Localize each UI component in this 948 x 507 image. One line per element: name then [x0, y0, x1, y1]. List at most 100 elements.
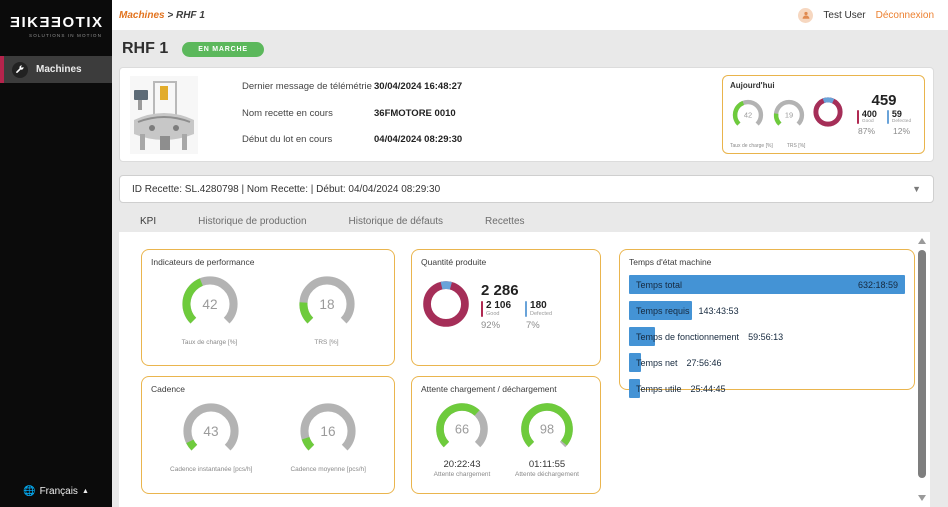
defected-count: 59: [891, 109, 902, 119]
gauge-label: Taux de charge [%]: [181, 338, 238, 346]
panel-quantite-produite: Quantité produite 2 286 2 106 Good: [411, 249, 601, 366]
kpi-tab-content: Indicateurs de performance 42 Taux de ch…: [119, 232, 930, 507]
sidebar-item-machines[interactable]: Machines: [0, 56, 112, 83]
gauge-cadence-moyenne: 16: [290, 400, 366, 460]
telemetry-label: Début du lot en cours: [242, 134, 333, 145]
defected-percent: 12%: [893, 126, 911, 137]
telemetry-card: Dernier message de télémétrie 30/04/2024…: [119, 67, 934, 162]
recipe-select[interactable]: ID Recette: SL.4280798 | Nom Recette: | …: [119, 175, 934, 203]
waiting-time: 01:11:55: [528, 458, 566, 470]
today-defected-stat: 59 Defected: [886, 109, 912, 125]
scroll-up-arrow-icon[interactable]: [918, 238, 926, 244]
quantity-donut-chart: [421, 279, 471, 334]
good-count: 400: [861, 109, 877, 119]
svg-text:42: 42: [744, 111, 752, 120]
gauge-taux-de-charge: 42: [179, 273, 241, 333]
main-area: Machines > RHF 1 Test User Déconnexion R…: [112, 0, 948, 507]
breadcrumb-current: RHF 1: [175, 9, 205, 21]
svg-text:19: 19: [785, 111, 793, 120]
status-badge: EN MARCHE: [182, 41, 264, 57]
brand-logo-text: ƎIKƎƎOTIX: [10, 14, 104, 31]
telemetry-label: Nom recette en cours: [242, 107, 333, 119]
breadcrumb: Machines > RHF 1: [119, 10, 205, 21]
defected-marker: [525, 300, 528, 318]
defected-label: Defected: [891, 119, 912, 125]
waiting-time: 20:22:43: [443, 458, 481, 470]
good-percent: 87%: [857, 126, 875, 137]
user-avatar-icon: [798, 7, 814, 23]
svg-text:18: 18: [319, 297, 334, 312]
telemetry-row: Dernier message de télémétrie 30/04/2024…: [242, 81, 462, 92]
good-percent: 92%: [481, 320, 501, 332]
gauge-attente-dechargement: 98: [515, 400, 579, 456]
defected-label: Defected: [530, 311, 553, 318]
today-gauge-taux-de-charge: 42: [730, 98, 766, 131]
gauge-cadence-instantanee: 43: [170, 400, 252, 460]
recipe-select-value: ID Recette: SL.4280798 | Nom Recette: | …: [132, 183, 441, 195]
quantity-good-stat: 2 106 Good: [481, 299, 512, 318]
telemetry-value: 04/04/2024 08:29:30: [374, 134, 463, 145]
today-gauge-trs: 19: [771, 98, 807, 131]
brand-tagline: SOLUTIONS IN MOTION: [29, 33, 102, 38]
panel-title: Indicateurs de performance: [151, 257, 255, 267]
good-count: 2 106: [486, 299, 512, 311]
panel-attente-chargement: Attente chargement / déchargement 66 20:…: [411, 376, 601, 494]
telemetry-value: 36FMOTORE 0010: [374, 107, 456, 119]
language-selector[interactable]: 🌐 Français ▲: [0, 486, 112, 497]
defected-count: 180: [530, 299, 547, 311]
sidebar-item-label: Machines: [36, 64, 82, 75]
quantity-total: 2 286: [481, 281, 519, 299]
breadcrumb-machines-link[interactable]: Machines: [119, 9, 165, 21]
tab-historique-production[interactable]: Historique de production: [198, 216, 307, 227]
gauge-trs: 18: [296, 273, 358, 333]
panel-title: Quantité produite: [421, 257, 487, 267]
svg-text:16: 16: [321, 424, 336, 439]
tab-historique-defauts[interactable]: Historique de défauts: [348, 216, 444, 227]
good-label: Good: [861, 119, 874, 125]
telemetry-label: Dernier message de télémétrie: [242, 81, 372, 92]
vertical-scrollbar[interactable]: [917, 236, 927, 503]
gauge-label: TRS [%]: [314, 338, 339, 346]
telemetry-value: 30/04/2024 16:48:27: [374, 81, 463, 92]
today-gauge-label: Taux de charge [%]: [730, 143, 773, 149]
today-summary-card: Aujourd'hui 42 19 459: [722, 75, 925, 154]
telemetry-row: Nom recette en cours 36FMOTORE 0010: [242, 108, 462, 119]
tab-recettes[interactable]: Recettes: [485, 216, 525, 227]
gauge-attente-chargement: 66: [433, 400, 491, 456]
sidebar: ƎIKƎƎOTIX SOLUTIONS IN MOTION Machines 🌐…: [0, 0, 112, 507]
caret-up-icon: ▲: [81, 488, 89, 495]
topbar: Machines > RHF 1 Test User Déconnexion: [112, 0, 948, 30]
today-title: Aujourd'hui: [730, 81, 775, 90]
defected-marker: [886, 110, 889, 125]
breadcrumb-separator: >: [167, 9, 174, 21]
time-bar-row: Temps utile 25:44:45: [629, 379, 905, 398]
today-gauge-label: TRS [%]: [786, 143, 806, 149]
quantity-defected-stat: 180 Defected: [525, 299, 553, 318]
wrench-icon: [12, 61, 28, 78]
time-bar-row: Temps requis 143:43:53: [629, 301, 905, 320]
machine-time-bar-chart: Temps total 632:18:59 Temps requis 143:43…: [629, 275, 905, 398]
panel-title: Attente chargement / déchargement: [421, 384, 557, 394]
chevron-down-icon: ▼: [912, 184, 921, 194]
user-name: Test User: [823, 9, 866, 21]
today-good-stat: 400 Good: [856, 109, 877, 125]
scrollbar-thumb[interactable]: [918, 250, 926, 478]
gauge-label: Cadence moyenne [pcs/h]: [290, 465, 366, 473]
svg-text:42: 42: [202, 297, 217, 312]
brand-logo: ƎIKƎƎOTIX SOLUTIONS IN MOTION: [0, 0, 112, 38]
time-bar-row: Temps net 27:56:46: [629, 353, 905, 372]
machine-photo: [130, 76, 198, 154]
page-title: RHF 1: [122, 40, 169, 57]
svg-text:66: 66: [455, 422, 469, 437]
defected-percent: 7%: [526, 320, 540, 332]
good-label: Good: [486, 311, 500, 318]
good-marker: [481, 300, 483, 318]
scroll-down-arrow-icon[interactable]: [918, 495, 926, 501]
time-bar-row: Temps de fonctionnement 59:56:13: [629, 327, 905, 346]
panel-temps-etat-machine: Temps d'état machine Temps total 632:18:…: [619, 249, 915, 398]
svg-text:43: 43: [204, 424, 219, 439]
panel-title: Cadence: [151, 384, 186, 394]
language-label: Français: [39, 486, 78, 497]
panel-title: Temps d'état machine: [629, 257, 712, 267]
logout-link[interactable]: Déconnexion: [875, 9, 934, 21]
